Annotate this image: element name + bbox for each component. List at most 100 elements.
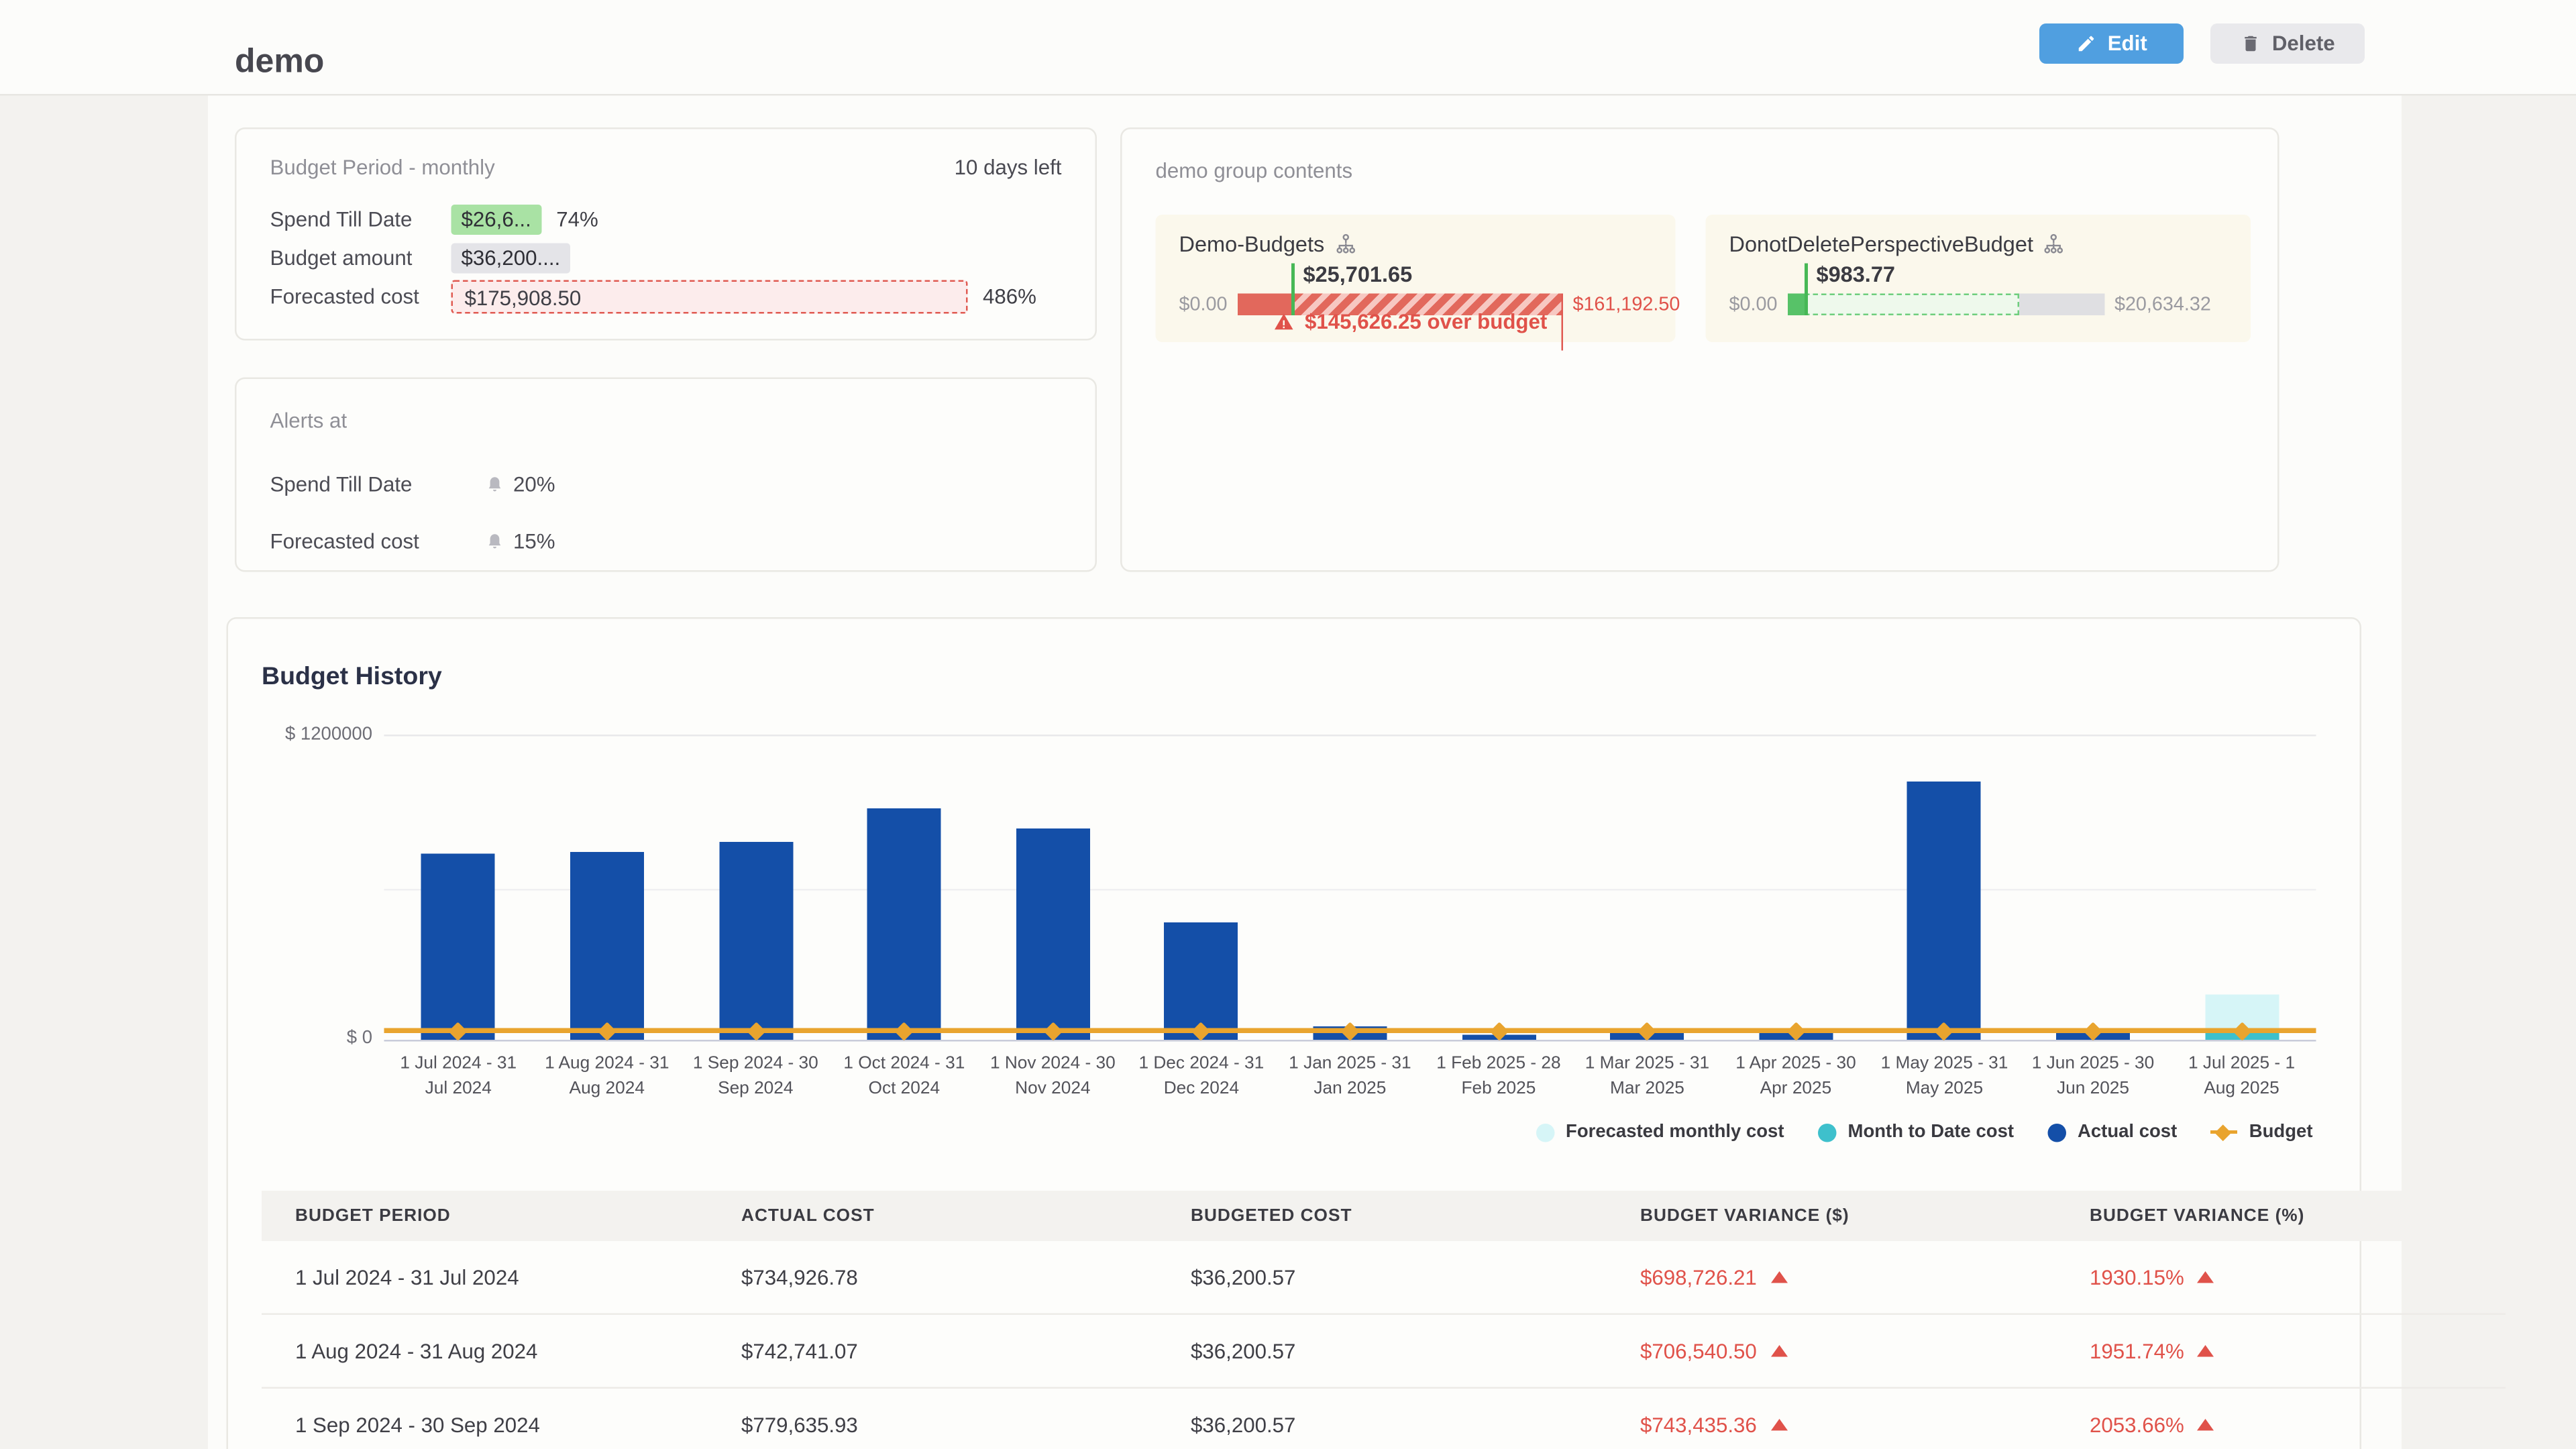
over-budget-marker [1560,293,1564,351]
up-triangle-icon [2197,1417,2214,1430]
budget-amount-row: Budget amount $36,200.... [270,240,1062,277]
y-axis-tick-max: $ 1200000 [285,724,372,745]
budget-min-label: $0.00 [1179,294,1228,315]
table-cell: $36,200.57 [1157,1313,1607,1389]
actual-marker [1804,263,1808,315]
legend-dot [1536,1122,1554,1142]
budget-history-title: Budget History [262,662,442,692]
up-triangle-icon [2197,1270,2214,1283]
up-triangle-icon [2197,1344,2214,1356]
budget-period-title: Budget Period - monthly [270,156,495,180]
alert-spend-label: Spend Till Date [270,473,413,496]
forecasted-cost-row: Forecasted cost $175,908.50 486% [270,278,1062,315]
alert-forecast-label: Forecasted cost [270,530,419,553]
variance-cell: 1951.74% [2056,1313,2506,1389]
chart-bar[interactable] [867,808,941,1040]
table-header-cell: ACTUAL COST [708,1191,1157,1241]
alert-row-spend: Spend Till Date 20% [270,466,1062,503]
x-axis-label: 1 Mar 2025 - 31 Mar 2025 [1585,1053,1710,1098]
budget-progress-bar [1787,263,2104,315]
x-axis-label: 1 Apr 2025 - 30 Apr 2025 [1735,1053,1856,1098]
budget-current-value: $25,701.65 [1303,262,1413,287]
spend-value-chip[interactable]: $26,6... [451,205,541,235]
budget-max-label: $20,634.32 [2114,294,2211,315]
x-axis-label: 1 Sep 2024 - 30 Sep 2024 [692,1053,818,1098]
chart-bar[interactable] [1907,782,1982,1040]
table-cell: $779,635.93 [708,1387,1157,1449]
legend-item[interactable]: Budget [2210,1122,2313,1142]
up-triangle-icon [1770,1417,1787,1430]
alert-row-forecast: Forecasted cost 15% [270,523,1062,560]
table-cell: $742,741.07 [708,1313,1157,1389]
bell-icon [485,474,505,496]
table-row[interactable]: 1 Jul 2024 - 31 Jul 2024 $734,926.78 $36,2… [262,1241,2506,1315]
chart-bar[interactable] [1164,922,1238,1040]
budget-tile-donotdelete[interactable]: DonotDeletePerspectiveBudget $983.77 $0.… [1705,215,2251,342]
legend-dot [2047,1122,2066,1142]
chart-bar[interactable] [718,843,793,1040]
table-cell: 1 Sep 2024 - 30 Sep 2024 [262,1387,708,1449]
x-axis-label: 1 Oct 2024 - 31 Oct 2024 [843,1053,965,1098]
forecast-label: Forecasted cost [270,285,419,309]
budget-history-chart[interactable] [384,735,2316,1042]
forecast-value-box[interactable]: $175,908.50 [451,280,968,314]
variance-cell: $706,540.50 [1607,1313,2056,1389]
x-axis-label: 1 Jun 2025 - 30 Jun 2025 [2031,1053,2155,1098]
budget-progress-bar [1237,263,1564,351]
x-axis-label: 1 Dec 2024 - 31 Dec 2024 [1138,1053,1265,1098]
legend-item[interactable]: Actual cost [2047,1122,2177,1142]
top-bar: demo Edit Delete [0,0,2576,96]
budget-period-card: Budget Period - monthly 10 days left Spe… [235,127,1097,341]
budget-name: DonotDeletePerspectiveBudget [1729,231,2033,257]
table-cell: $36,200.57 [1157,1241,1607,1315]
budget-tile-demo-budgets[interactable]: Demo-Budgets $25,701.65 $0.00 $161,192.5… [1155,215,1680,351]
chart-bar[interactable] [1016,828,1090,1040]
page-title: demo [235,44,325,80]
legend-item[interactable]: Forecasted monthly cost [1536,1122,1784,1142]
table-header-cell: BUDGETED COST [1157,1191,1607,1241]
budget-history-table: BUDGET PERIOD ACTUAL COST BUDGETED COST BUD… [262,1191,2506,1449]
pencil-icon [2076,34,2096,54]
chart-bar[interactable] [570,851,644,1040]
table-header-row: BUDGET PERIOD ACTUAL COST BUDGETED COST BUD… [262,1191,2506,1241]
alert-spend-value: 20% [513,473,555,496]
chart-bar[interactable] [421,853,496,1040]
alerts-title: Alerts at [270,409,347,433]
x-axis-label: 1 Jul 2024 - 31 Jul 2024 [400,1053,517,1098]
table-row[interactable]: 1 Aug 2024 - 31 Aug 2024 $742,741.07 $36,2… [262,1313,2506,1389]
budget-current-value: $983.77 [1816,262,1896,287]
budget-min-label: $0.00 [1729,294,1778,315]
table-cell: $734,926.78 [708,1241,1157,1315]
x-axis-label: 1 Nov 2024 - 30 Nov 2024 [989,1053,1116,1098]
table-header-cell: BUDGET PERIOD [262,1191,708,1241]
delete-button-label: Delete [2271,32,2335,56]
delete-button[interactable]: Delete [2210,23,2365,64]
spend-percent: 74% [556,208,598,231]
budget-max-label: $161,192.50 [1572,294,1680,315]
x-axis-label: 1 May 2025 - 31 May 2025 [1880,1053,2008,1098]
x-axis-label: 1 Jul 2025 - 1 Aug 2025 [2188,1053,2296,1098]
warning-icon [1273,312,1295,332]
table-cell: $36,200.57 [1157,1387,1607,1449]
budget-amount-chip[interactable]: $36,200.... [451,243,571,274]
chart-legend: Forecasted monthly cost Month to Date cos… [1536,1122,2313,1142]
table-header-cell: BUDGET VARIANCE ($) [1607,1191,2056,1241]
group-contents-title: demo group contents [1155,159,1353,183]
budget-history-card: Budget History $ 1200000 $ 0 1 Jul 2024 … [226,617,2506,1449]
x-axis-label: 1 Aug 2024 - 31 Aug 2024 [545,1053,669,1098]
legend-item[interactable]: Month to Date cost [1817,1122,2014,1142]
table-cell: 1 Aug 2024 - 31 Aug 2024 [262,1313,708,1389]
spend-till-date-row: Spend Till Date $26,6... 74% [270,201,1062,238]
variance-cell: $698,726.21 [1607,1241,2056,1315]
y-axis-tick-zero: $ 0 [346,1028,372,1049]
x-axis-labels: 1 Jul 2024 - 31 Jul 2024 1 Aug 2024 - 31 Au… [384,1052,2316,1101]
variance-cell: $743,435.36 [1607,1387,2056,1449]
legend-dot [1817,1122,1837,1142]
alerts-card: Alerts at Spend Till Date 20% Forecasted… [235,377,1097,572]
budget-legend-marker [2210,1123,2238,1142]
edit-button[interactable]: Edit [2039,23,2184,64]
days-left: 10 days left [954,156,1062,180]
table-row[interactable]: 1 Sep 2024 - 30 Sep 2024 $779,635.93 $36,2… [262,1387,2506,1449]
variance-cell: 2053.66% [2056,1387,2506,1449]
